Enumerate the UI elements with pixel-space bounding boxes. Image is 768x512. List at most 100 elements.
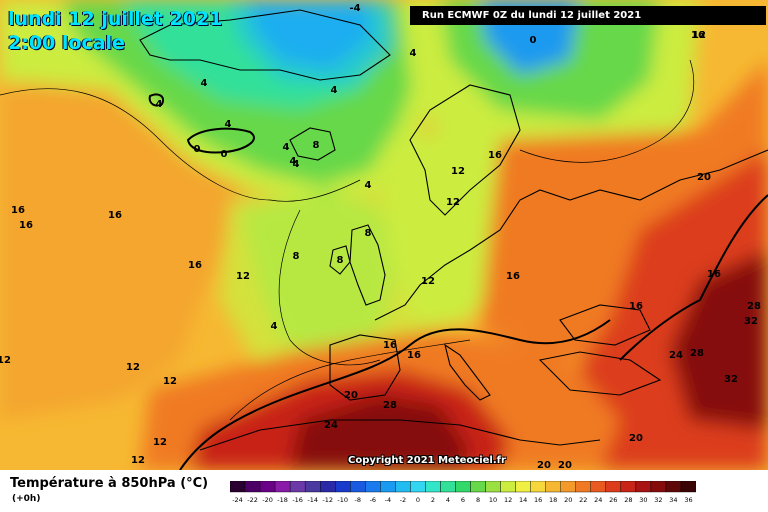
scale-tick-label: -16: [292, 496, 303, 504]
isotherm-value-label: 12: [421, 276, 435, 287]
scale-tick-label: 28: [624, 496, 632, 504]
scale-tick-label: 10: [489, 496, 497, 504]
scale-swatch: [365, 481, 381, 493]
scale-tick-label: -6: [370, 496, 376, 504]
coast-ireland: [329, 245, 351, 275]
isotherm-20: [179, 319, 611, 470]
isotherm-value-label: 28: [690, 348, 704, 359]
run-info-banner: Run ECMWF 0Z du lundi 12 juillet 2021: [410, 6, 766, 25]
isotherm-value-label: 4: [410, 48, 417, 59]
scale-tick-label: -10: [337, 496, 348, 504]
coast-greenland: [139, 9, 391, 81]
isotherm-value-label: 20: [344, 390, 358, 401]
isotherm-value-label: 12: [451, 166, 465, 177]
isotherm-value-label: 0: [530, 35, 537, 46]
scale-tick-label: 2: [431, 496, 435, 504]
isotherm-value-label: 8: [365, 228, 372, 239]
isotherm-thin-d: [278, 209, 381, 366]
scale-tick-label: 6: [461, 496, 465, 504]
isotherm-value-label: 24: [669, 350, 683, 361]
scale-tick-label: -22: [247, 496, 258, 504]
scale-tick-label: -4: [385, 496, 391, 504]
isotherm-value-label: 20: [697, 172, 711, 183]
scale-tick-label: -8: [355, 496, 361, 504]
isotherm-value-label: 8: [313, 140, 320, 151]
scale-swatch: [515, 481, 531, 493]
isotherm-value-label: 12: [163, 376, 177, 387]
isotherm-value-label: 4: [290, 156, 297, 167]
isotherm-value-label: 16: [629, 301, 643, 312]
scale-swatch: [289, 481, 306, 493]
isotherm-value-label: 32: [744, 316, 758, 327]
isotherms: [0, 59, 694, 421]
isotherm-value-label: 28: [747, 301, 761, 312]
scale-tick-label: 30: [639, 496, 647, 504]
scale-swatch: [545, 481, 561, 493]
scale-swatch: [635, 481, 652, 493]
isotherm-value-label: 8: [293, 251, 300, 262]
coast-scandinavia: [409, 84, 521, 216]
coast-britain: [349, 224, 386, 306]
legend: Température à 850hPa (°C) (+0h) -24 -22 -2…: [0, 470, 768, 512]
isotherm-value-label: 16: [707, 269, 721, 280]
legend-title: Température à 850hPa (°C): [10, 476, 209, 491]
isotherm-value-label: 20: [537, 460, 551, 470]
isotherm-value-label: 4: [201, 78, 208, 89]
isotherm-value-label: 4: [331, 85, 338, 96]
isotherm-value-label: 24: [324, 420, 338, 431]
scale-tick-label: 22: [579, 496, 587, 504]
isotherm-value-label: 16: [11, 205, 25, 216]
isotherm-thin-c: [519, 59, 694, 163]
isotherm-value-label: 20: [558, 460, 572, 470]
scale-tick-label: 20: [564, 496, 572, 504]
scale-swatch: [650, 481, 667, 493]
scale-swatch: [350, 481, 366, 493]
field-biscay-yellow: [220, 190, 440, 380]
isotherm-value-label: 0: [221, 149, 228, 160]
scale-tick-label: 12: [504, 496, 512, 504]
scale-tick-label: 26: [609, 496, 617, 504]
isotherm-value-label: 12: [126, 362, 140, 373]
scale-swatch: [230, 481, 246, 493]
isotherm-value-label: 32: [724, 374, 738, 385]
scale-swatch: [304, 481, 321, 493]
scale-tick-label: -14: [307, 496, 318, 504]
local-time: 2:00 locale: [8, 32, 125, 54]
scale-swatch: [395, 481, 411, 493]
isotherm-24: [619, 194, 768, 361]
scale-swatch: [380, 481, 396, 493]
isotherm-value-label: 16: [19, 220, 33, 231]
isotherm-value-label: 4: [365, 180, 372, 191]
isotherm-value-label: 16: [188, 260, 202, 271]
isotherm-value-label: 16: [383, 340, 397, 351]
scale-swatch: [440, 481, 456, 493]
scale-swatch: [259, 481, 276, 493]
scale-swatch: [605, 481, 622, 493]
scale-tick-label: -2: [400, 496, 406, 504]
coast-turkey: [538, 351, 662, 396]
field-africa-darkred: [290, 395, 470, 470]
legend-lead-time: (+0h): [12, 494, 41, 504]
isotherm-value-label: 28: [383, 400, 397, 411]
scale-swatch: [560, 481, 576, 493]
isotherm-value-label: 4: [225, 119, 232, 130]
scale-swatch: [274, 481, 291, 493]
scale-tick-label: 34: [669, 496, 677, 504]
scale-swatch: [244, 481, 261, 493]
scale-tick-label: -18: [277, 496, 288, 504]
scale-swatch: [319, 481, 336, 493]
field-east-darkred: [670, 250, 768, 430]
scale-swatch: [335, 481, 351, 493]
field-greenland-cyan: [230, 0, 395, 85]
isotherm-value-label: 0: [194, 144, 201, 155]
isotherm-0b: [148, 93, 164, 107]
isotherm-value-label: 12: [446, 197, 460, 208]
scale-swatch: [410, 481, 426, 493]
isotherm-value-label: 16: [488, 150, 502, 161]
scale-swatch: [620, 481, 637, 493]
temperature-field: [0, 0, 768, 470]
isotherm-value-label: -4: [349, 3, 360, 14]
isotherm-0a: [186, 127, 255, 154]
scale-tick-label: 0: [416, 496, 420, 504]
isotherms-bold: [148, 93, 768, 470]
